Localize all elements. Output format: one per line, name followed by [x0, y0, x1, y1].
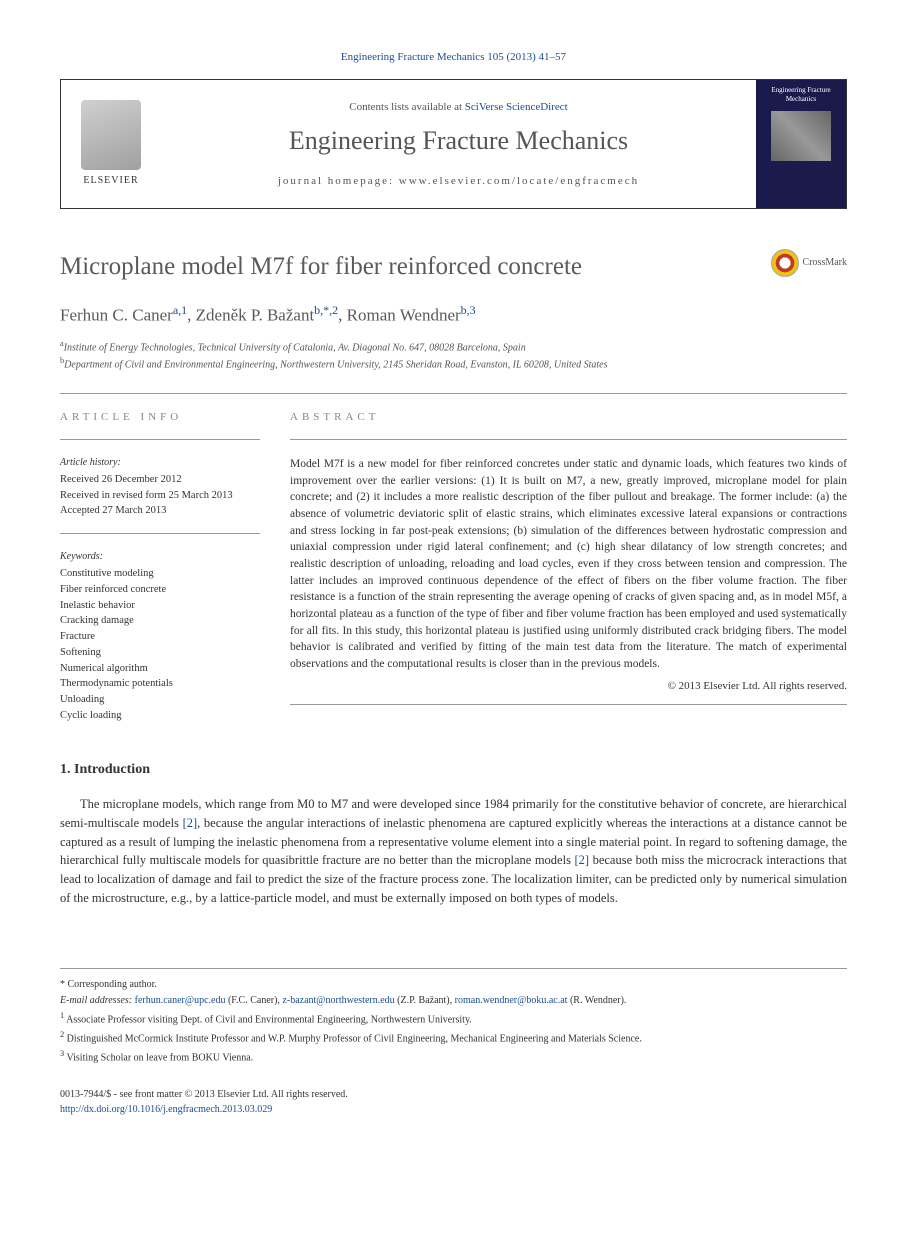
elsevier-tree-icon: [81, 100, 141, 170]
authors-line: Ferhun C. Canera,1, Zdeněk P. Bažantb,*,…: [60, 302, 847, 327]
footnotes: * Corresponding author. E-mail addresses…: [60, 968, 847, 1067]
divider: [290, 439, 847, 440]
author-1-name: Ferhun C. Caner: [60, 306, 173, 325]
elsevier-label: ELSEVIER: [83, 174, 138, 188]
intro-paragraph: The microplane models, which range from …: [60, 795, 847, 908]
email-1-who: (F.C. Caner),: [225, 995, 282, 1006]
journal-homepage-line: journal homepage: www.elsevier.com/locat…: [278, 174, 639, 189]
corresponding-author-note: * Corresponding author.: [60, 977, 847, 993]
section-1-heading: 1. Introduction: [60, 760, 847, 780]
keyword: Fracture: [60, 629, 260, 645]
keyword: Inelastic behavior: [60, 598, 260, 614]
sciencedirect-link[interactable]: SciVerse ScienceDirect: [465, 101, 568, 113]
email-label: E-mail addresses:: [60, 995, 135, 1006]
article-info-column: ARTICLE INFO Article history: Received 2…: [60, 410, 260, 724]
keyword: Cyclic loading: [60, 708, 260, 724]
cover-image-icon: [771, 111, 831, 161]
divider: [290, 704, 847, 705]
keyword: Numerical algorithm: [60, 661, 260, 677]
issn-line: 0013-7944/$ - see front matter © 2013 El…: [60, 1087, 847, 1102]
abstract-column: ABSTRACT Model M7f is a new model for fi…: [290, 410, 847, 724]
footer-block: 0013-7944/$ - see front matter © 2013 El…: [60, 1087, 847, 1117]
footnote-2: 2 Distinguished McCormick Institute Prof…: [60, 1028, 847, 1047]
email-link-2[interactable]: z-bazant@northwestern.edu: [282, 995, 394, 1006]
keyword: Constitutive modeling: [60, 566, 260, 582]
keyword: Thermodynamic potentials: [60, 676, 260, 692]
keyword: Fiber reinforced concrete: [60, 582, 260, 598]
article-title: Microplane model M7f for fiber reinforce…: [60, 249, 582, 284]
affiliation-b: Department of Civil and Environmental En…: [64, 360, 607, 371]
affiliation-a: Institute of Energy Technologies, Techni…: [64, 342, 526, 353]
keywords-label: Keywords:: [60, 550, 260, 564]
crossmark-badge[interactable]: CrossMark: [771, 249, 847, 277]
elsevier-logo[interactable]: ELSEVIER: [61, 80, 161, 208]
affiliations: aInstitute of Energy Technologies, Techn…: [60, 338, 847, 373]
keyword: Unloading: [60, 692, 260, 708]
history-label: Article history:: [60, 456, 260, 470]
author-2-name: Zdeněk P. Bažant: [196, 306, 315, 325]
cover-title: Engineering Fracture Mechanics: [762, 86, 840, 103]
footnote-1: 1 Associate Professor visiting Dept. of …: [60, 1009, 847, 1028]
author-2-sup[interactable]: b,*,2: [314, 303, 338, 317]
ref-link-2[interactable]: [2]: [183, 816, 198, 830]
journal-name: Engineering Fracture Mechanics: [289, 123, 628, 159]
author-1-sup[interactable]: a,1: [173, 303, 187, 317]
ref-link-2b[interactable]: [2]: [574, 853, 589, 867]
email-link-1[interactable]: ferhun.caner@upc.edu: [135, 995, 226, 1006]
email-link-3[interactable]: roman.wendner@boku.ac.at: [455, 995, 568, 1006]
divider: [60, 533, 260, 534]
journal-reference: Engineering Fracture Mechanics 105 (2013…: [60, 50, 847, 65]
journal-cover-thumbnail[interactable]: Engineering Fracture Mechanics: [756, 80, 846, 208]
email-2-who: (Z.P. Bažant),: [395, 995, 455, 1006]
abstract-heading: ABSTRACT: [290, 410, 847, 425]
journal-header-box: ELSEVIER Contents lists available at Sci…: [60, 79, 847, 209]
article-info-heading: ARTICLE INFO: [60, 410, 260, 425]
email-3-who: (R. Wendner).: [567, 995, 626, 1006]
homepage-prefix: journal homepage:: [278, 175, 399, 187]
divider: [60, 439, 260, 440]
crossmark-label: CrossMark: [803, 256, 847, 270]
keywords-list: Constitutive modeling Fiber reinforced c…: [60, 566, 260, 724]
author-3-sup[interactable]: b,3: [461, 303, 476, 317]
abstract-text: Model M7f is a new model for fiber reinf…: [290, 456, 847, 673]
header-center: Contents lists available at SciVerse Sci…: [161, 80, 756, 208]
doi-link[interactable]: http://dx.doi.org/10.1016/j.engfracmech.…: [60, 1104, 272, 1115]
keyword: Cracking damage: [60, 613, 260, 629]
divider: [60, 393, 847, 394]
keyword: Softening: [60, 645, 260, 661]
homepage-url[interactable]: www.elsevier.com/locate/engfracmech: [399, 175, 639, 187]
contents-list-line: Contents lists available at SciVerse Sci…: [349, 100, 567, 115]
footnote-3: 3 Visiting Scholar on leave from BOKU Vi…: [60, 1047, 847, 1066]
email-line: E-mail addresses: ferhun.caner@upc.edu (…: [60, 993, 847, 1009]
article-history: Received 26 December 2012 Received in re…: [60, 472, 260, 519]
author-3-name: Roman Wendner: [347, 306, 461, 325]
crossmark-icon: [771, 249, 799, 277]
contents-prefix: Contents lists available at: [349, 101, 464, 113]
abstract-copyright: © 2013 Elsevier Ltd. All rights reserved…: [290, 679, 847, 694]
